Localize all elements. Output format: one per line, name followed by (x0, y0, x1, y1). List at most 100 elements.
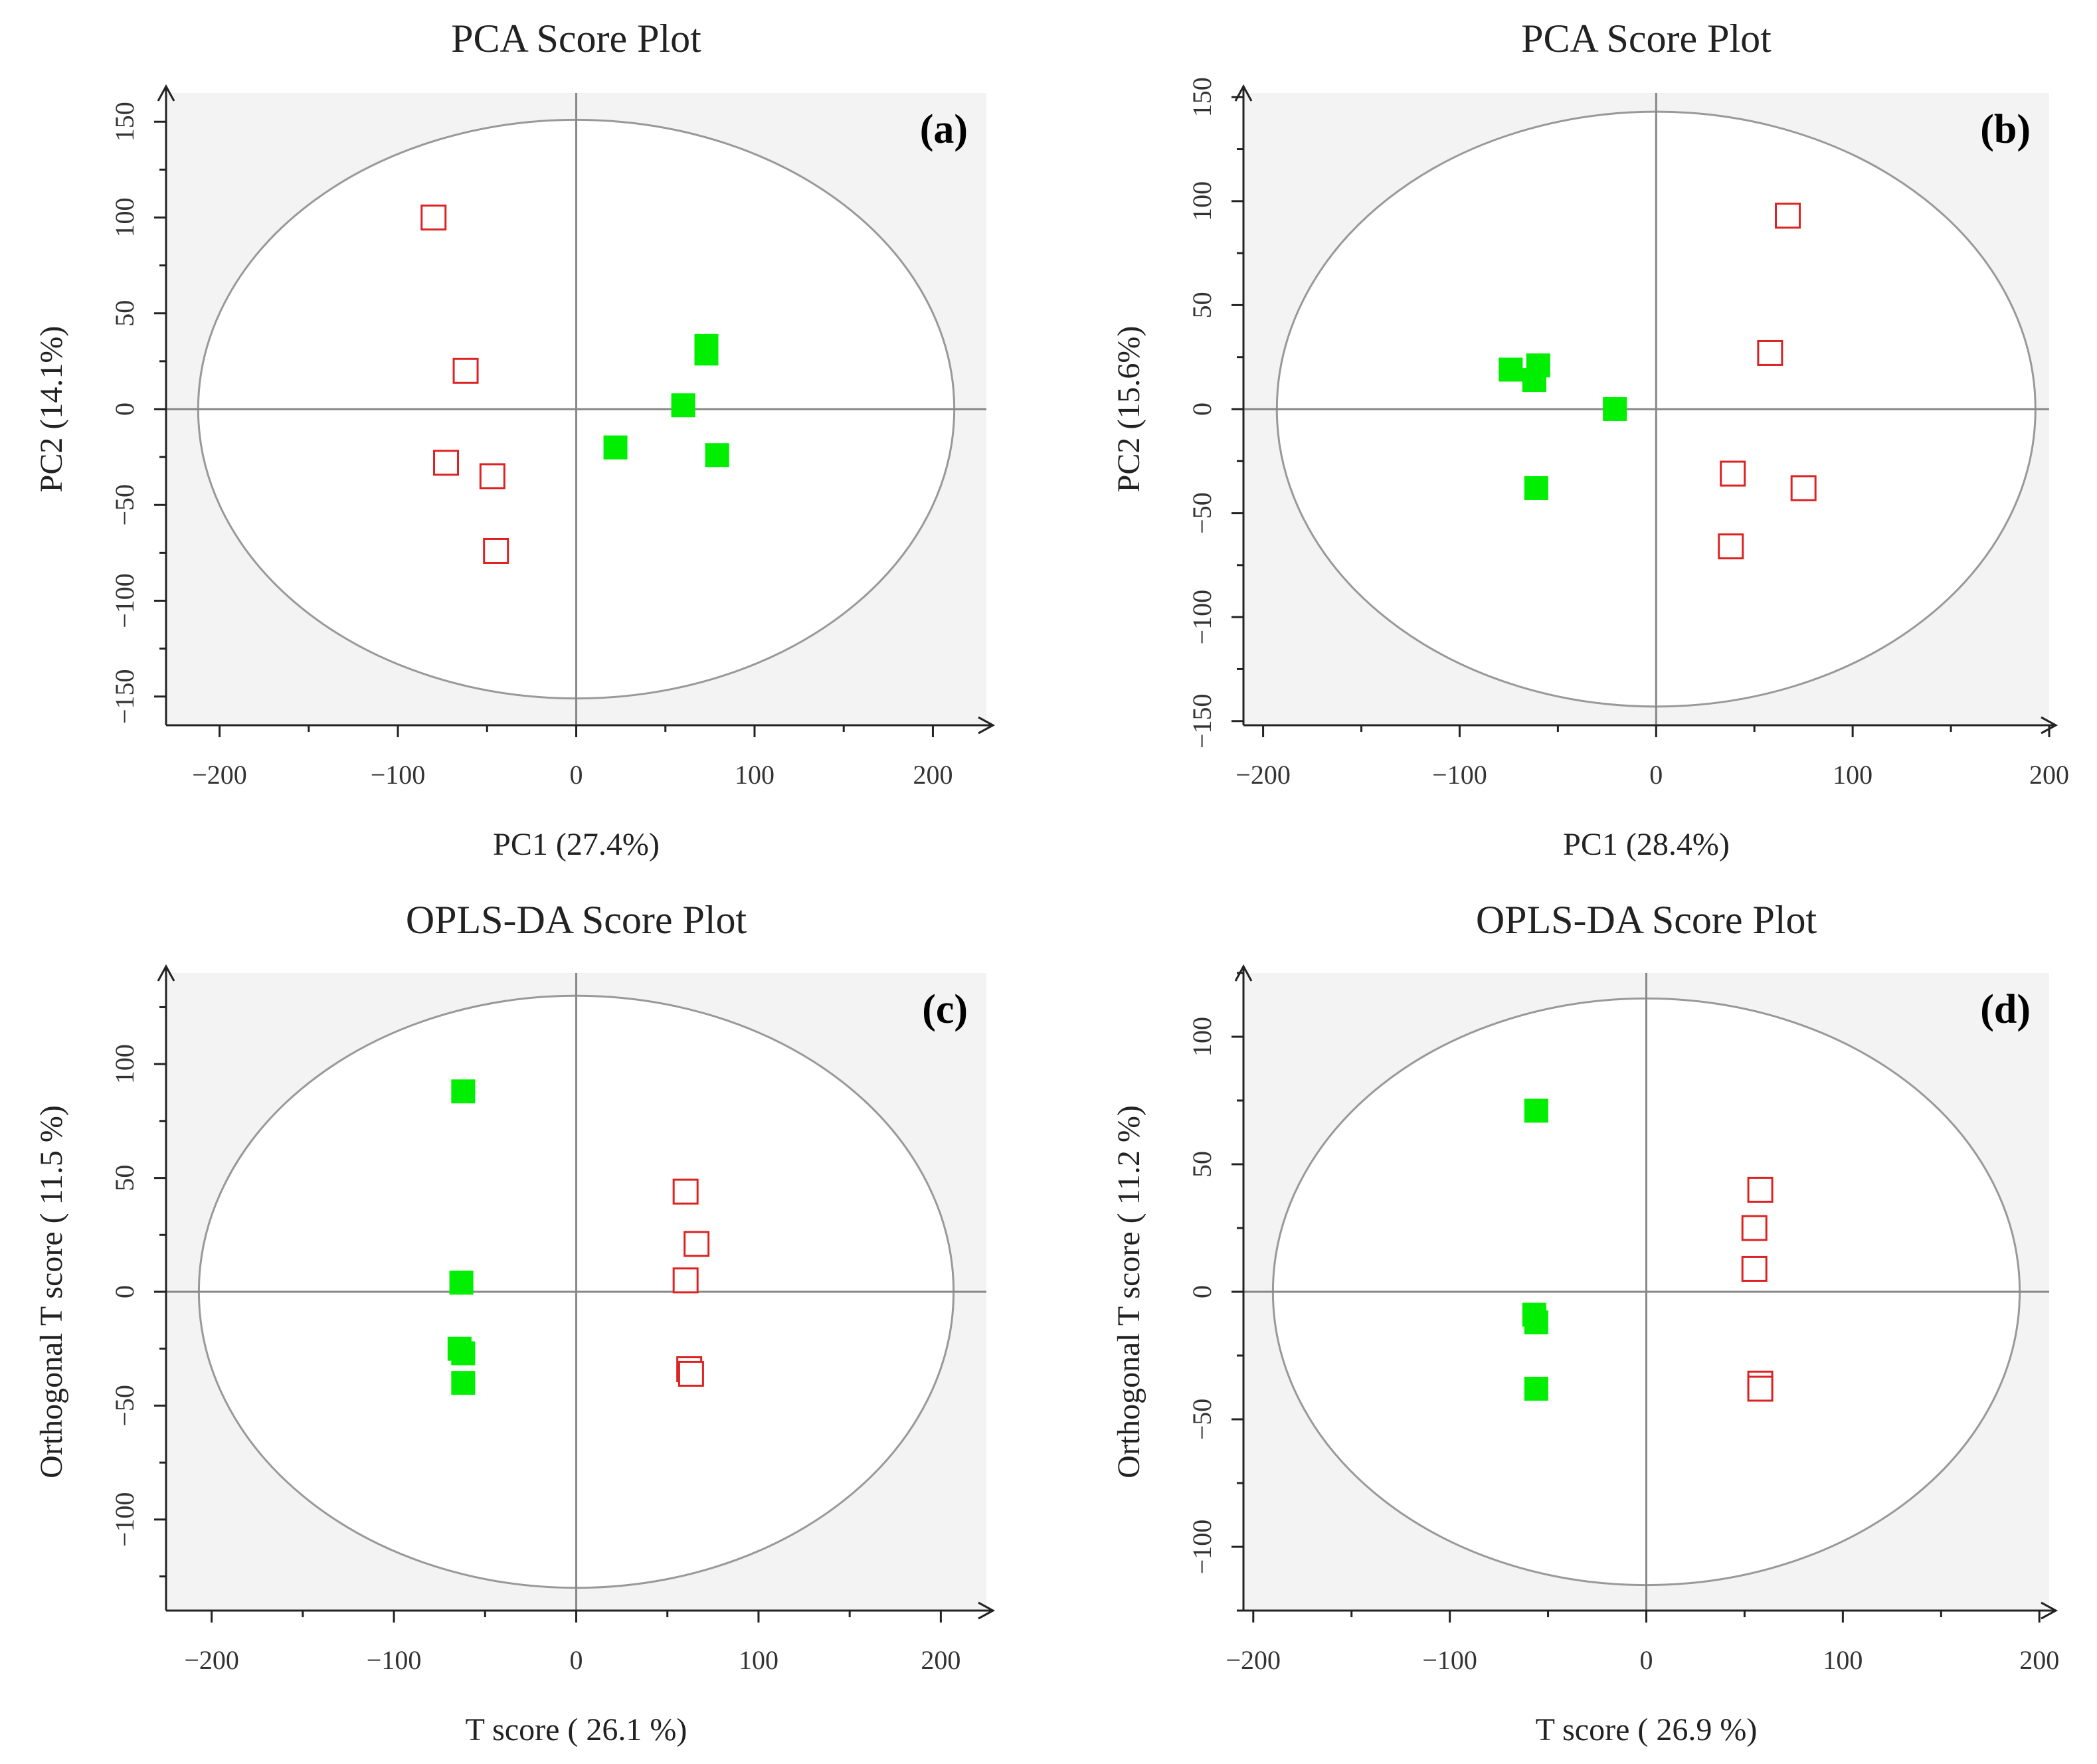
data-point-open (1718, 533, 1744, 560)
x-tick-label: 100 (1823, 1645, 1863, 1675)
x-tick-label: 200 (913, 760, 953, 790)
x-tick-label: −100 (371, 760, 426, 790)
y-tick-label: 50 (110, 300, 139, 327)
y-tick-label: −50 (110, 484, 139, 526)
panel-d: −200 −100 0 100 200 −100 −50 0 50 100 OPLS-DA Scor… (1111, 898, 2059, 1747)
data-point-filled (603, 435, 628, 460)
x-tick-label: 100 (739, 1645, 778, 1675)
panel-b: −200 −100 0 100 200 −150 −100 −50 0 50 100 150 PCA S… (1111, 17, 2069, 862)
y-tick-label: −50 (110, 1385, 139, 1427)
data-point-open (1741, 1255, 1768, 1282)
x-tick-label: 200 (921, 1645, 960, 1675)
y-tick-label: 0 (110, 1285, 139, 1298)
data-point-filled (705, 443, 729, 468)
y-tick-label: 100 (110, 1044, 139, 1084)
x-tick-label: −100 (1432, 760, 1487, 790)
data-point-filled (1603, 397, 1627, 421)
data-point-filled (1524, 1310, 1548, 1335)
data-point-filled (449, 1271, 474, 1295)
y-tick-label: −50 (1187, 492, 1217, 534)
x-tick-label: 100 (735, 760, 775, 790)
y-tick-label: 100 (1187, 181, 1217, 221)
data-point-open (1757, 339, 1783, 366)
data-point-open (672, 1267, 699, 1294)
data-point-open (684, 1231, 710, 1257)
y-axis-arrow (157, 964, 175, 982)
y-axis-arrow (1234, 964, 1253, 982)
data-point-open (452, 357, 479, 384)
x-axis-title: PC1 (27.4%) (493, 827, 660, 862)
data-point-filled (451, 1079, 476, 1104)
x-tick-label: −100 (367, 1645, 422, 1675)
y-tick-label: −150 (110, 669, 139, 724)
y-axis-arrow (157, 84, 175, 102)
x-tick-label: 100 (1833, 760, 1872, 790)
x-axis-arrow (978, 716, 996, 735)
x-tick-label: −200 (192, 760, 247, 790)
data-point-open (1747, 1375, 1774, 1402)
x-axis-arrow (2041, 716, 2058, 735)
x-axis-arrow (978, 1601, 996, 1620)
data-point-open (1720, 460, 1746, 487)
data-point-filled (451, 1371, 476, 1395)
y-tick-label: −50 (1187, 1399, 1217, 1441)
x-tick-label: −200 (1235, 760, 1291, 790)
y-tick-label: 100 (1187, 1017, 1217, 1057)
data-point-filled (451, 1341, 476, 1366)
data-point-open (479, 463, 505, 489)
panel-label: (d) (1980, 987, 2031, 1032)
x-tick-label: 0 (570, 1645, 583, 1675)
y-tick-label: 150 (110, 102, 139, 141)
x-tick-label: 0 (1649, 760, 1663, 790)
data-point-filled (1524, 1099, 1548, 1123)
chart-title: OPLS-DA Score Plot (406, 898, 747, 942)
panel-a: −200 −100 0 100 200 −150 −100 −50 0 50 100 150 PCA S… (34, 17, 996, 862)
x-axis-title: PC1 (28.4%) (1563, 827, 1730, 862)
x-axis-arrow (2041, 1601, 2058, 1620)
x-axis-title: T score ( 26.9 %) (1536, 1712, 1758, 1747)
x-axis-title: T score ( 26.1 %) (466, 1712, 687, 1747)
data-point-filled (1524, 1376, 1548, 1401)
y-tick-label: 0 (1187, 402, 1217, 416)
y-tick-label: −100 (110, 1492, 139, 1547)
data-point-filled (1522, 368, 1546, 393)
y-axis-title: Orthogonal T score ( 11.5 %) (34, 1105, 69, 1478)
y-tick-label: −100 (1187, 590, 1217, 645)
data-point-open (1741, 1215, 1768, 1241)
y-tick-label: 150 (1187, 77, 1217, 117)
y-axis-title: PC2 (14.1%) (34, 326, 69, 493)
data-point-open (483, 537, 509, 564)
y-tick-label: −100 (110, 573, 139, 628)
chart-title: PCA Score Plot (451, 17, 701, 60)
data-point-open (678, 1360, 704, 1387)
y-axis-title: Orthogonal T score ( 11.2 %) (1111, 1105, 1146, 1478)
y-tick-label: 50 (110, 1165, 139, 1191)
chart-title: OPLS-DA Score Plot (1476, 898, 1817, 942)
panel-label: (b) (1980, 107, 2031, 152)
data-point-filled (1524, 476, 1548, 500)
data-point-open (433, 450, 460, 476)
y-tick-label: 50 (1187, 292, 1217, 318)
data-point-filled (1499, 357, 1523, 382)
y-axis-title: PC2 (15.6%) (1111, 326, 1146, 493)
x-tick-label: −200 (1226, 1645, 1281, 1675)
y-tick-label: 0 (1187, 1285, 1217, 1298)
x-tick-label: 0 (570, 760, 583, 790)
data-point-filled (671, 393, 695, 418)
y-axis-arrow (1234, 84, 1253, 102)
x-tick-label: 200 (2029, 760, 2069, 790)
y-tick-label: 100 (110, 198, 139, 238)
data-point-open (1747, 1176, 1774, 1203)
x-tick-label: −100 (1422, 1645, 1477, 1675)
data-point-open (1775, 203, 1801, 229)
x-tick-label: 0 (1640, 1645, 1653, 1675)
x-tick-label: −200 (184, 1645, 239, 1675)
data-point-open (1790, 475, 1817, 501)
panel-c: −200 −100 0 100 200 −100 −50 0 50 100 OPLS-DA Scor… (34, 898, 996, 1747)
y-tick-label: −150 (1187, 693, 1217, 749)
data-point-open (672, 1178, 699, 1205)
y-tick-label: 50 (1187, 1151, 1217, 1178)
chart-title: PCA Score Plot (1521, 17, 1772, 60)
panel-label: (a) (920, 107, 968, 152)
